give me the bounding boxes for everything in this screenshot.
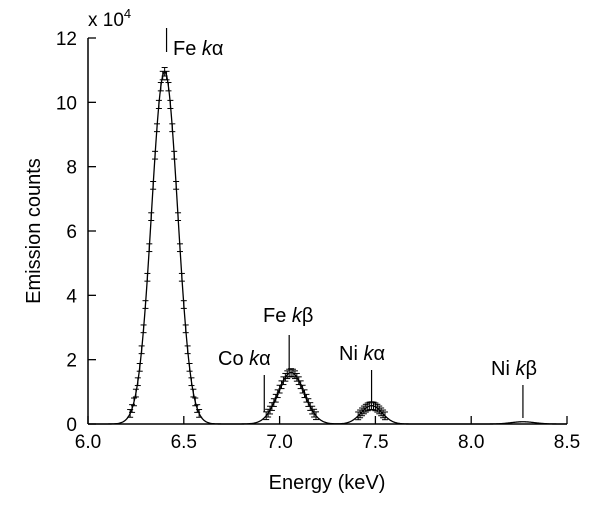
co-ka-k: k [249,348,260,370]
x-axis-title: Energy (keV) [269,472,386,494]
fe-kb-label: Fe kβ [263,305,313,327]
ni-ka-line: α [373,343,385,365]
co-ka-line: α [259,348,271,370]
fe-ka-label: Fe kα [173,38,223,60]
ni-kb-line: β [525,358,537,380]
ni-ka-label: Ni kα [339,343,385,365]
fe-ka-k: k [202,38,213,60]
x-tick-label: 7.5 [362,432,388,453]
y-tick-label: 2 [66,351,77,372]
ni-kb-element: Ni [491,358,515,380]
fe-kb-element: Fe [263,305,292,327]
y-axis-title: Emission counts [23,158,45,304]
y-tick-label: 8 [66,158,77,179]
y-tick-label: 10 [56,93,77,114]
ni-ka-element: Ni [339,343,363,365]
fe-kb-line: β [302,305,314,327]
y-tick-label: 6 [66,222,77,243]
x-tick-label: 6.0 [75,432,101,453]
x-tick-label: 8.5 [554,432,580,453]
y-tick-label: 4 [66,286,77,307]
y-tick-group: 0 2 4 6 8 10 12 [56,29,96,436]
x-tick-group: 6.0 6.5 7.0 7.5 8.0 8.5 [75,416,580,453]
ni-kb-label: Ni kβ [491,358,537,380]
x-tick-label: 8.0 [458,432,484,453]
ni-ka-k: k [363,343,374,365]
ni-kb-k: k [515,358,526,380]
y-tick-label: 0 [66,415,77,436]
co-ka-label: Co kα [218,348,271,370]
fe-ka-line: α [212,38,224,60]
y-multiplier-label: x 104 [88,6,131,31]
fe-ka-element: Fe [173,38,202,60]
error-bar-group [127,67,388,421]
x-tick-label: 6.5 [171,432,197,453]
x-tick-label: 7.0 [266,432,292,453]
fe-kb-k: k [292,305,303,327]
co-ka-element: Co [218,348,249,370]
y-multiplier-exponent: 4 [124,6,131,21]
y-multiplier-base: x 10 [88,10,124,31]
y-tick-label: 12 [56,29,77,50]
